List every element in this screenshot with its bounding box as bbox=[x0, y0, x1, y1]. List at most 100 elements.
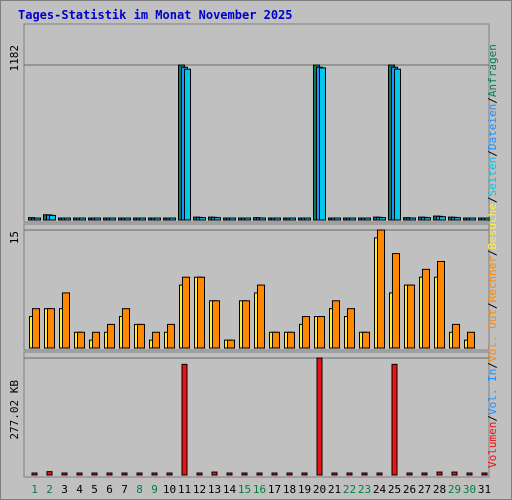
x-tick-label-3: 3 bbox=[61, 483, 68, 496]
x-tick-label-22: 22 bbox=[343, 483, 356, 496]
legend-entry-1: / bbox=[486, 415, 499, 422]
bar-visits_panel-rechner-day-8 bbox=[137, 323, 145, 349]
bar-volume_panel-volumen-day-20 bbox=[316, 357, 323, 476]
legend-entry-10: Seiten bbox=[486, 157, 499, 197]
bar-visits_panel-rechner-day-21 bbox=[332, 300, 340, 349]
bar-visits_panel-rechner-day-11 bbox=[182, 276, 190, 349]
panel-1-border bbox=[23, 23, 490, 223]
legend-entry-4: Vol. Out bbox=[486, 309, 499, 362]
bar-volume_panel-volumen-day-9 bbox=[151, 472, 158, 476]
bar-visits_panel-rechner-day-5 bbox=[92, 331, 100, 349]
bar-hits_panel-seiten-day-14 bbox=[229, 217, 236, 221]
bar-visits_panel-rechner-day-10 bbox=[167, 323, 175, 349]
panel-1-max-label: 1182 bbox=[8, 45, 21, 72]
x-tick-label-29: 29 bbox=[448, 483, 461, 496]
x-tick-label-18: 18 bbox=[283, 483, 296, 496]
bar-visits_panel-rechner-day-13 bbox=[212, 300, 220, 349]
bar-volume_panel-volumen-day-26 bbox=[406, 472, 413, 476]
bar-hits_panel-seiten-day-10 bbox=[169, 217, 176, 221]
x-tick-label-31: 31 bbox=[478, 483, 491, 496]
legend-entry-7: / bbox=[486, 249, 499, 256]
bar-volume_panel-volumen-day-17 bbox=[271, 472, 278, 476]
bar-hits_panel-seiten-day-4 bbox=[79, 217, 86, 221]
bar-hits_panel-seiten-day-29 bbox=[454, 217, 461, 221]
x-tick-label-6: 6 bbox=[106, 483, 113, 496]
bar-hits_panel-seiten-day-23 bbox=[364, 217, 371, 221]
bar-visits_panel-rechner-day-15 bbox=[242, 300, 250, 349]
bar-hits_panel-seiten-day-8 bbox=[139, 217, 146, 221]
bar-volume_panel-volumen-day-27 bbox=[421, 472, 428, 476]
bar-visits_panel-rechner-day-7 bbox=[122, 308, 130, 349]
bar-hits_panel-seiten-day-26 bbox=[409, 217, 416, 221]
bar-volume_panel-volumen-day-4 bbox=[76, 472, 83, 476]
x-tick-label-11: 11 bbox=[178, 483, 191, 496]
legend-entry-0: Volumen bbox=[486, 422, 499, 468]
bar-visits_panel-rechner-day-24 bbox=[377, 229, 385, 349]
panel-3-border bbox=[23, 351, 490, 478]
bar-hits_panel-seiten-day-3 bbox=[64, 217, 71, 221]
bar-volume_panel-volumen-day-3 bbox=[61, 472, 68, 476]
x-tick-label-21: 21 bbox=[328, 483, 341, 496]
x-tick-label-10: 10 bbox=[163, 483, 176, 496]
bar-hits_panel-seiten-day-27 bbox=[424, 217, 431, 221]
bar-hits_panel-seiten-day-7 bbox=[124, 217, 131, 221]
legend-entry-14: Anfragen bbox=[486, 44, 499, 97]
bar-volume_panel-volumen-day-23 bbox=[361, 472, 368, 476]
x-tick-label-4: 4 bbox=[76, 483, 83, 496]
bar-volume_panel-volumen-day-30 bbox=[466, 472, 473, 476]
x-tick-label-20: 20 bbox=[313, 483, 326, 496]
bar-visits_panel-rechner-day-30 bbox=[467, 331, 475, 349]
bar-hits_panel-seiten-day-22 bbox=[349, 217, 356, 221]
x-tick-label-9: 9 bbox=[151, 483, 158, 496]
x-tick-label-5: 5 bbox=[91, 483, 98, 496]
x-tick-label-24: 24 bbox=[373, 483, 387, 496]
bar-visits_panel-rechner-day-4 bbox=[77, 331, 85, 349]
bar-volume_panel-volumen-day-21 bbox=[331, 472, 338, 476]
bar-volume_panel-volumen-day-28 bbox=[436, 471, 443, 476]
bar-visits_panel-rechner-day-20 bbox=[317, 316, 325, 349]
bar-hits_panel-seiten-day-6 bbox=[109, 217, 116, 221]
bar-hits_panel-seiten-day-28 bbox=[439, 216, 446, 221]
x-tick-label-19: 19 bbox=[298, 483, 311, 496]
bar-volume_panel-volumen-day-1 bbox=[31, 472, 38, 476]
x-tick-label-27: 27 bbox=[418, 483, 431, 496]
bar-volume_panel-volumen-day-12 bbox=[196, 472, 203, 476]
bar-visits_panel-rechner-day-6 bbox=[107, 323, 115, 349]
bar-volume_panel-volumen-day-18 bbox=[286, 472, 293, 476]
bar-visits_panel-rechner-day-16 bbox=[257, 284, 265, 349]
bar-visits_panel-rechner-day-26 bbox=[407, 284, 415, 349]
bar-volume_panel-volumen-day-10 bbox=[166, 472, 173, 476]
bar-hits_panel-seiten-day-11 bbox=[184, 68, 191, 221]
bar-hits_panel-seiten-day-1 bbox=[34, 217, 41, 221]
bar-hits_panel-seiten-day-13 bbox=[214, 217, 221, 221]
x-tick-label-26: 26 bbox=[403, 483, 416, 496]
bar-volume_panel-volumen-day-16 bbox=[256, 472, 263, 476]
bar-hits_panel-seiten-day-18 bbox=[289, 217, 296, 221]
bar-hits_panel-seiten-day-19 bbox=[304, 217, 311, 221]
x-tick-label-17: 17 bbox=[268, 483, 281, 496]
bar-volume_panel-volumen-day-31 bbox=[481, 472, 488, 476]
bar-visits_panel-rechner-day-18 bbox=[287, 331, 295, 349]
chart-title: Tages-Statistik im Monat November 2025 bbox=[18, 8, 293, 22]
bar-visits_panel-rechner-day-28 bbox=[437, 260, 445, 349]
bar-hits_panel-seiten-day-15 bbox=[244, 217, 251, 221]
bar-hits_panel-seiten-day-12 bbox=[199, 217, 206, 221]
bar-visits_panel-rechner-day-3 bbox=[62, 292, 70, 349]
legend-entry-11: / bbox=[486, 150, 499, 157]
bar-hits_panel-seiten-day-2 bbox=[49, 214, 56, 221]
bar-visits_panel-rechner-day-2 bbox=[47, 308, 55, 349]
x-tick-label-14: 14 bbox=[223, 483, 237, 496]
legend-entry-9: / bbox=[486, 196, 499, 203]
legend-entry-6: Rechner bbox=[486, 256, 499, 303]
legend-entry-12: Dateien bbox=[486, 104, 499, 150]
bar-volume_panel-volumen-day-15 bbox=[241, 472, 248, 476]
panel-3-max-label: 277.02 KB bbox=[8, 380, 21, 440]
bar-visits_panel-rechner-day-19 bbox=[302, 316, 310, 349]
x-tick-label-13: 13 bbox=[208, 483, 221, 496]
bar-hits_panel-seiten-day-25 bbox=[394, 68, 401, 221]
x-tick-label-28: 28 bbox=[433, 483, 446, 496]
legend-entry-8: Besuche bbox=[486, 203, 499, 249]
bar-hits_panel-seiten-day-20 bbox=[319, 67, 326, 221]
